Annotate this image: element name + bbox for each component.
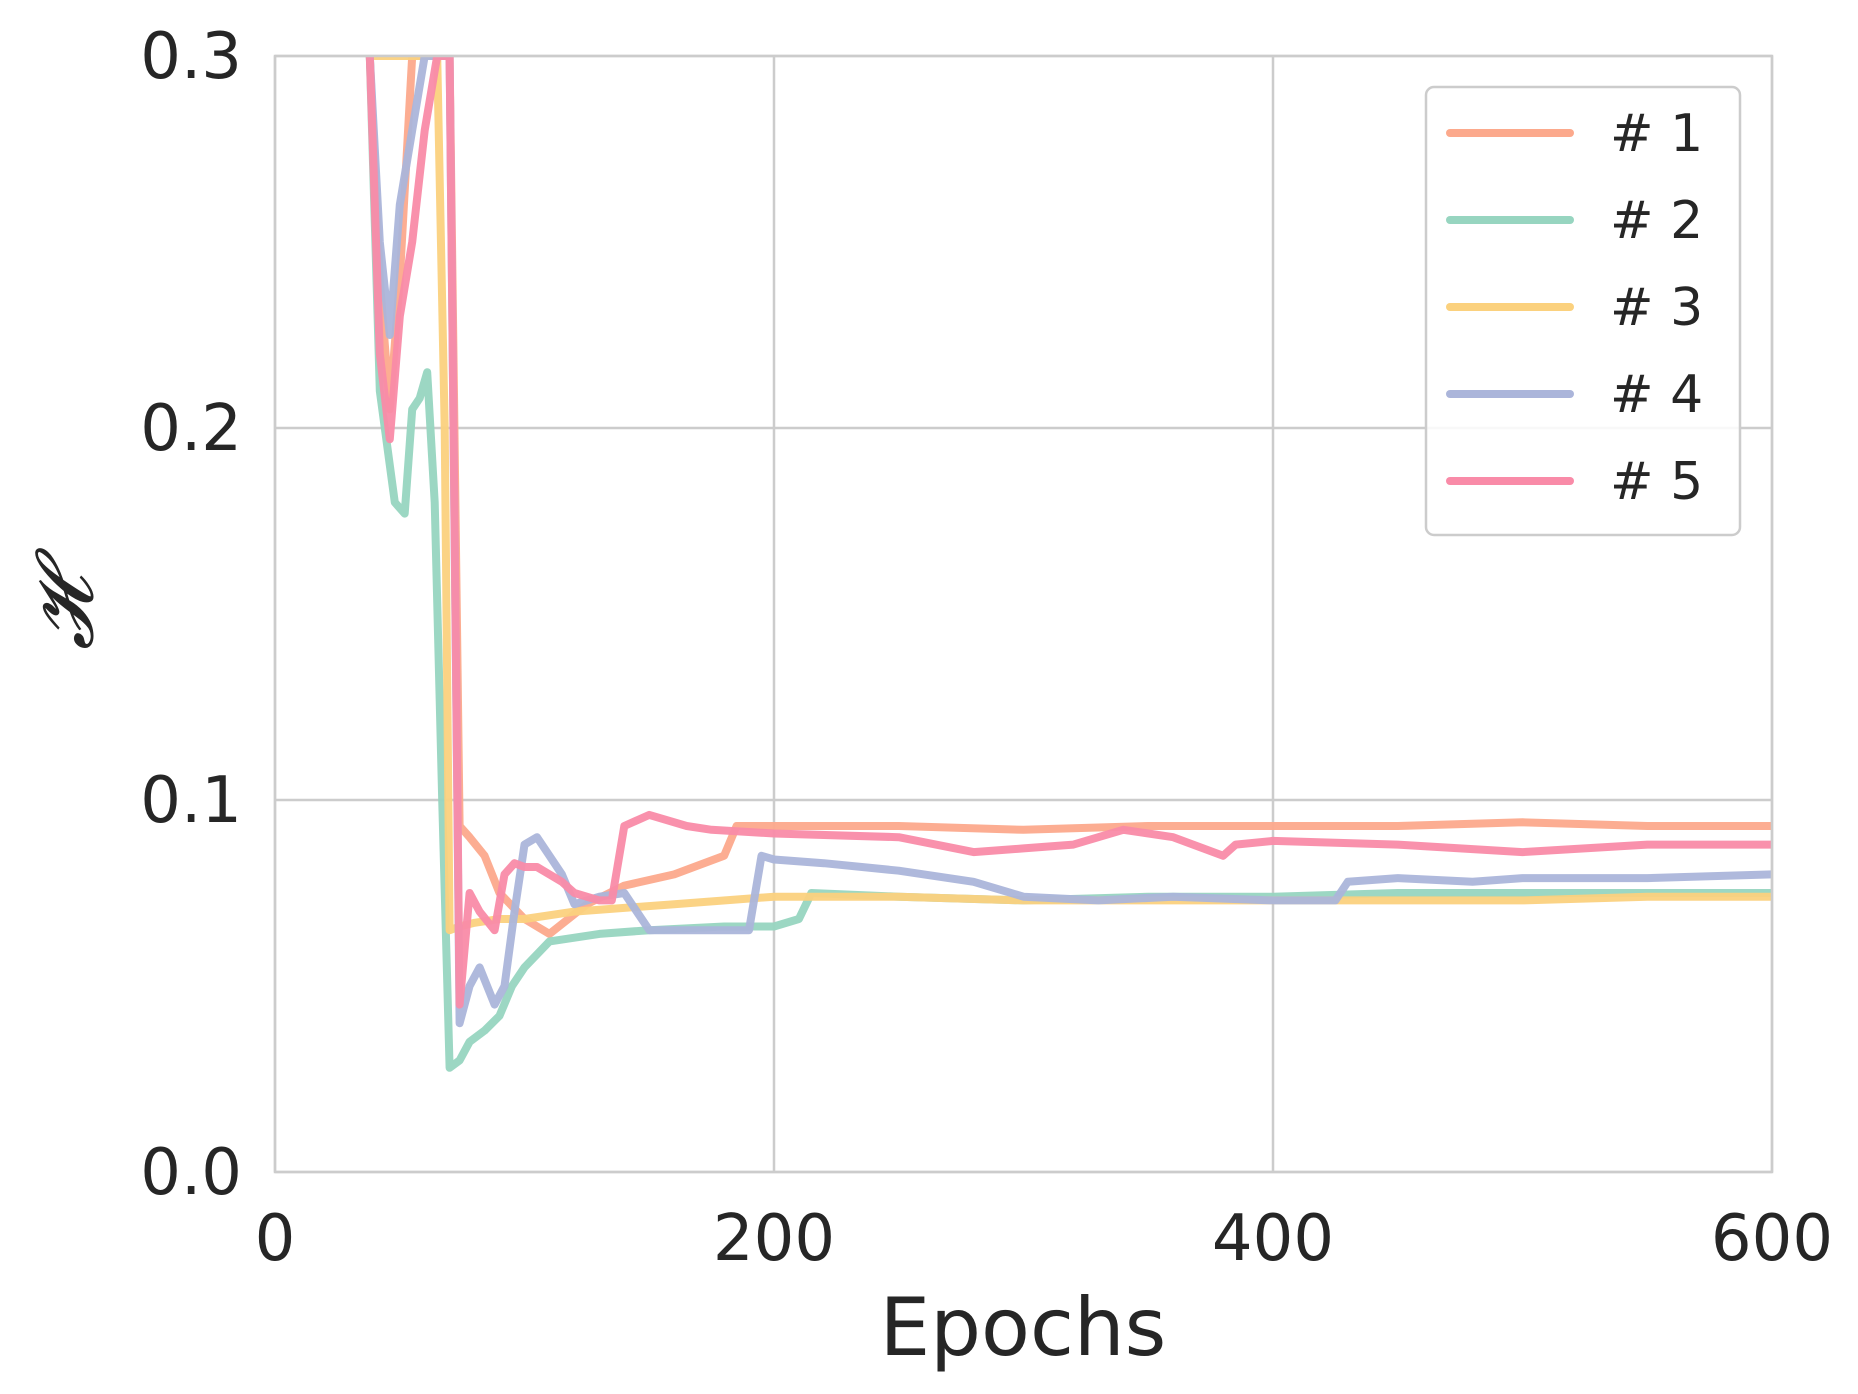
series-line-1 [365, 56, 1772, 938]
series-lines [365, 56, 1772, 1072]
y-tick-label: 0.0 [140, 1136, 242, 1210]
legend-label: # 4 [1610, 365, 1703, 425]
x-tick-label: 0 [255, 1202, 296, 1276]
x-tick-label: 400 [1212, 1202, 1334, 1276]
legend-label: # 2 [1610, 191, 1703, 251]
y-tick-labels: 0.0 0.1 0.2 0.3 [140, 20, 242, 1210]
series-line-5 [365, 56, 1772, 1009]
y-axis-label: 𝓗 [18, 547, 111, 650]
y-tick-label: 0.3 [140, 20, 242, 94]
x-tick-label: 600 [1711, 1202, 1833, 1276]
legend: # 1 # 2 # 3 # 4 # 5 [1424, 85, 1742, 537]
legend-box [1424, 85, 1742, 537]
legend-label: # 1 [1610, 104, 1703, 164]
x-tick-labels: 0 200 400 600 [255, 1202, 1833, 1276]
y-tick-label: 0.2 [140, 392, 242, 466]
plot-frame [273, 54, 1774, 1174]
x-tick-label: 200 [713, 1202, 835, 1276]
legend-label: # 3 [1610, 278, 1703, 338]
y-tick-label: 0.1 [140, 764, 242, 838]
x-axis-label: Epochs [880, 1281, 1167, 1374]
legend-label: # 5 [1610, 452, 1703, 512]
